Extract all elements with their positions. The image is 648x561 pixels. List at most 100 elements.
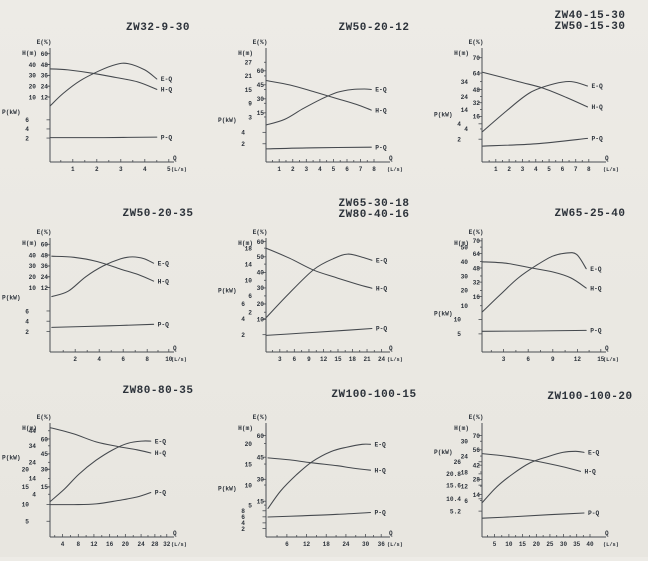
p-tick-label: 15: [22, 484, 30, 491]
x-tick-label: 12: [303, 541, 311, 548]
e-tick-label: 56: [473, 447, 481, 454]
e-tick-label: 36: [41, 73, 49, 80]
curve-label-p-q: P-Q: [375, 510, 387, 517]
chart-cell-zw40-15-30: ZW40-15-30 ZW50-15-30 E(%) H(m) P(kW) 70 64 48 3…: [432, 0, 648, 190]
curve-e-q: [265, 253, 373, 319]
h-tick-label: 4: [32, 492, 36, 499]
curve-label-e-q: E-Q: [591, 83, 603, 90]
curve-label-h-q: H-Q: [375, 467, 387, 474]
curve-e-q: [481, 80, 589, 133]
x-tick-label: 16: [106, 541, 114, 548]
e-tick-label: 48: [41, 62, 49, 69]
h-tick-label: 20: [461, 288, 469, 295]
p-tick-label: 4: [241, 130, 245, 137]
curve-h-q: [481, 71, 589, 108]
x-tick-label: 5: [332, 166, 336, 173]
p-tick-label: 26: [454, 459, 462, 466]
e-axis-label: E(%): [469, 414, 484, 421]
x-tick-label: 7: [359, 166, 363, 173]
curve-p-q: [49, 491, 152, 506]
p-tick-label: 6: [241, 514, 245, 521]
x-tick-label: 3: [119, 166, 123, 173]
p-tick-label: 2: [241, 332, 245, 339]
curve-h-q: [481, 261, 587, 289]
h-axis-label: H(m): [238, 240, 253, 247]
h-tick-label: 30: [461, 439, 469, 446]
h-axis-label: H(m): [454, 240, 469, 247]
h-tick-label: 27: [245, 60, 253, 67]
p-tick-label: 15.6: [446, 482, 461, 489]
x-tick-label: 4: [534, 166, 538, 173]
chart-title: ZW50-15-30: [554, 21, 625, 33]
chart-title: ZW50-20-35: [122, 208, 193, 220]
e-tick-label: 70: [473, 55, 481, 62]
e-tick-label: 45: [257, 455, 265, 462]
x-tick-label: 6: [293, 356, 297, 363]
chart-cell-zw32-9-30: ZW32-9-30 E(%) H(m) P(kW) 60 48 36 24 12 40 30 20 10…: [0, 0, 216, 190]
p-tick-label: 5: [25, 519, 29, 526]
p-tick-label: 20: [22, 467, 30, 474]
e-tick-label: 64: [473, 251, 481, 258]
x-tick-label: 15: [334, 356, 342, 363]
x-tick-label: 1: [71, 166, 75, 173]
pump-chart-zw65-25-40: ZW65-25-40 E(%)H(m) P(kW) 70 64 48 32 16 50 40 30 2…: [434, 208, 625, 363]
p-tick-label: 2: [25, 329, 29, 336]
q-unit-label: (L/s): [171, 167, 187, 173]
x-tick-label: 7: [574, 166, 578, 173]
curve-e-q: [49, 440, 152, 503]
x-tick-label: 10: [505, 541, 513, 548]
curve-label-e-q: E-Q: [588, 450, 600, 457]
e-tick-label: 24: [41, 83, 49, 90]
x-tick-label: 28: [151, 541, 159, 548]
x-tick-label: 24: [378, 356, 386, 363]
x-tick-label: 18: [323, 541, 331, 548]
e-tick-label: 42: [473, 462, 481, 469]
x-tick-label: 12: [574, 356, 582, 363]
h-tick-label: 15: [245, 87, 253, 94]
h-tick-label: 34: [461, 79, 469, 86]
curve-label-p-q: P-Q: [155, 490, 167, 497]
curve-label-p-q: P-Q: [590, 328, 602, 335]
h-tick-label: 24: [461, 94, 469, 101]
x-tick-label: 10: [165, 356, 173, 363]
e-tick-label: 48: [41, 252, 49, 259]
curve-h-q: [49, 427, 152, 454]
e-tick-label: 32: [473, 279, 481, 286]
e-tick-label: 60: [41, 436, 49, 443]
curve-e-q: [265, 88, 372, 126]
q-unit-label: (L/s): [387, 167, 403, 173]
curve-h-q: [265, 247, 373, 289]
h-tick-label: 9: [248, 101, 252, 108]
h-tick-label: 30: [461, 273, 469, 280]
p-tick-label: 10: [22, 502, 30, 509]
x-tick-label: 3: [305, 166, 309, 173]
h-tick-label: 10: [461, 303, 469, 310]
e-tick-label: 60: [41, 51, 49, 58]
p-axis-label: P(kW): [2, 454, 21, 461]
e-tick-label: 30: [257, 285, 265, 292]
curve-p-q: [265, 146, 372, 150]
chart-title: ZW32-9-30: [126, 22, 190, 34]
q-axis-label: Q: [173, 345, 177, 352]
e-tick-label: 70: [473, 238, 481, 245]
e-tick-label: 12: [41, 285, 49, 292]
h-tick-label: 10: [245, 482, 253, 489]
x-tick-label: 36: [378, 541, 386, 548]
chart-cell-zw100-100-15: ZW100-100-15 E(%) H(m) P(kW) 60 45 30 15 20 15 10 5…: [216, 375, 432, 557]
chart-cell-zw100-100-20: ZW100-100-20 E(%) H(m) P(kW) 70 56 42 28 14 30 24 1…: [432, 375, 648, 557]
p-tick-label: 2: [25, 135, 29, 142]
p-tick-label: 4: [25, 319, 29, 326]
x-tick-label: 35: [573, 541, 581, 548]
q-axis-label: Q: [605, 345, 609, 352]
h-tick-label: 44: [29, 428, 37, 435]
e-tick-label: 60: [257, 433, 265, 440]
curve-label-e-q: E-Q: [155, 438, 167, 445]
x-tick-label: 2: [95, 166, 99, 173]
e-axis-label: E(%): [253, 414, 268, 421]
x-tick-label: 9: [307, 356, 311, 363]
e-tick-label: 60: [41, 242, 49, 249]
e-tick-label: 24: [41, 274, 49, 281]
e-tick-label: 28: [473, 477, 481, 484]
p-axis-label: P(kW): [2, 109, 21, 116]
